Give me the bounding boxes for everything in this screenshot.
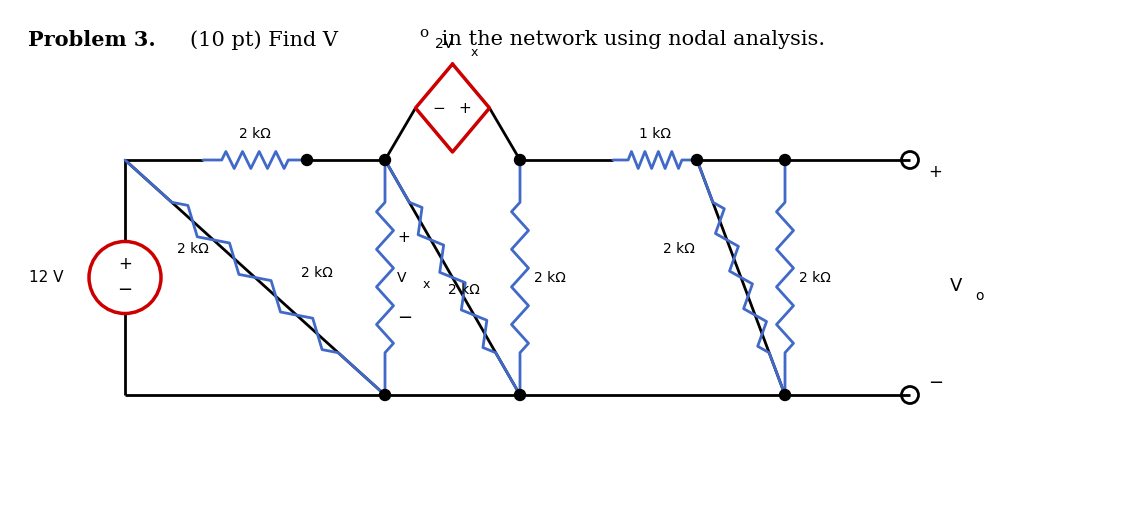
Text: 2 kΩ: 2 kΩ <box>448 282 479 296</box>
Circle shape <box>514 154 526 165</box>
Circle shape <box>379 154 390 165</box>
Text: 2 kΩ: 2 kΩ <box>177 241 209 255</box>
Text: 12 V: 12 V <box>28 270 63 285</box>
Text: 2 kΩ: 2 kΩ <box>799 270 831 284</box>
Text: in the network using nodal analysis.: in the network using nodal analysis. <box>435 30 825 49</box>
Text: x: x <box>470 46 478 59</box>
Text: −: − <box>432 100 444 115</box>
Text: +: + <box>118 254 132 272</box>
Text: −: − <box>928 374 943 392</box>
Text: V: V <box>397 270 406 284</box>
Circle shape <box>779 154 791 165</box>
Text: (10 pt) Find V: (10 pt) Find V <box>190 30 338 50</box>
Circle shape <box>379 389 390 400</box>
Circle shape <box>691 154 703 165</box>
Circle shape <box>514 389 526 400</box>
Text: −: − <box>397 308 412 327</box>
Text: Problem 3.: Problem 3. <box>28 30 156 50</box>
Text: 2 kΩ: 2 kΩ <box>534 270 566 284</box>
Text: +: + <box>458 100 470 115</box>
Text: 2 kΩ: 2 kΩ <box>301 266 333 280</box>
Text: x: x <box>423 278 431 291</box>
Circle shape <box>301 154 312 165</box>
Text: 2 kΩ: 2 kΩ <box>663 241 695 255</box>
Text: 2V: 2V <box>435 37 453 51</box>
Text: +: + <box>928 163 942 181</box>
Circle shape <box>779 389 791 400</box>
Text: o: o <box>975 289 984 303</box>
Text: V: V <box>950 277 962 294</box>
Text: o: o <box>420 26 429 40</box>
Text: 1 kΩ: 1 kΩ <box>638 127 671 141</box>
Text: 2 kΩ: 2 kΩ <box>239 127 271 141</box>
Text: −: − <box>117 280 133 298</box>
Text: +: + <box>397 230 409 245</box>
